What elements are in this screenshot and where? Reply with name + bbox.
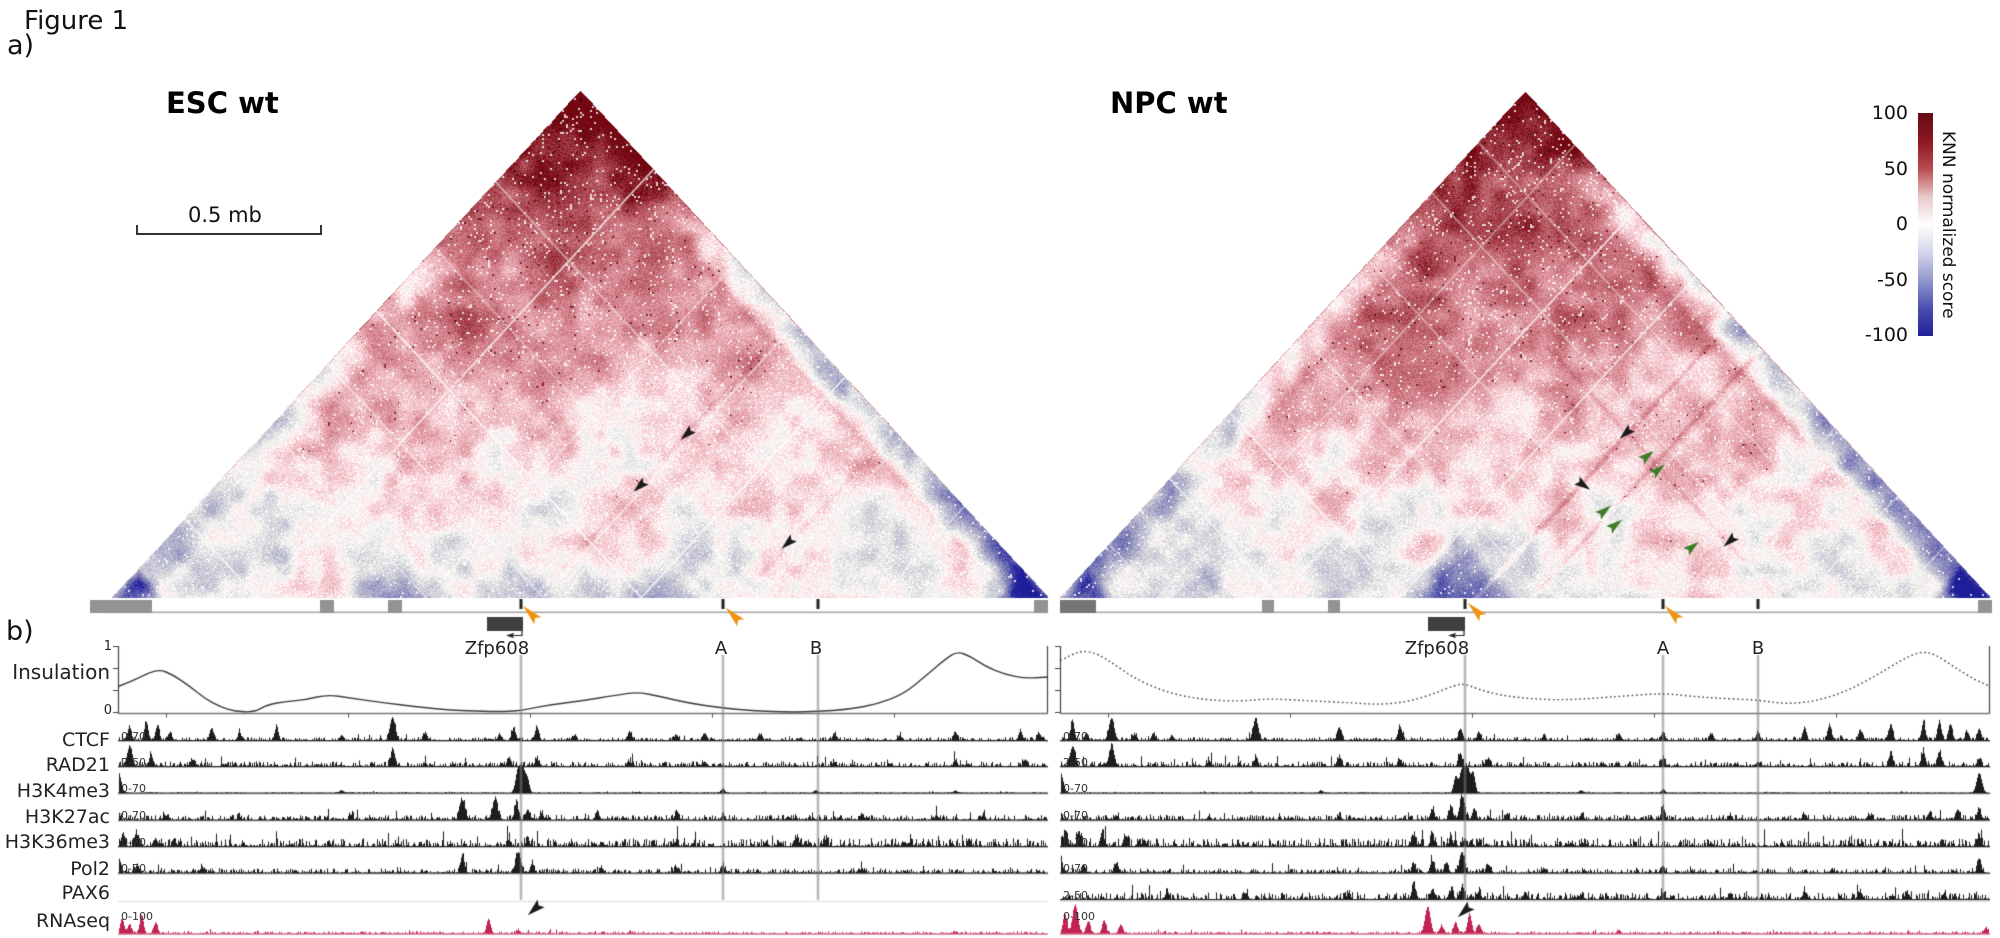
track-label-h3k4me3: H3K4me3 <box>16 780 110 802</box>
range-rad21-esc: 2-50 <box>121 756 146 769</box>
marker-b-esc: B <box>809 638 823 659</box>
colorbar-tick-neg100: -100 <box>1864 324 1908 346</box>
insulation-axis-bottom: 0 <box>103 703 112 718</box>
track-label-h3k36me3: H3K36me3 <box>4 831 110 853</box>
npc-panel-title: NPC wt <box>1110 86 1228 120</box>
range-h3k27ac-npc: 0-70 <box>1063 809 1088 822</box>
track-label-pol2: Pol2 <box>70 858 110 880</box>
track-label-rad21: RAD21 <box>45 754 110 776</box>
gene-label-zfp608-npc: Zfp608 <box>1404 638 1470 659</box>
range-h3k27ac-esc: 0-70 <box>121 809 146 822</box>
scalebar <box>136 225 322 235</box>
panel-a-label: a) <box>7 30 35 61</box>
range-ctcf-esc: 0-70 <box>121 730 146 743</box>
colorbar-title: KNN normalized score <box>1938 131 1958 319</box>
range-pol2-npc: 0-70 <box>1063 862 1088 875</box>
panel-b-label: b) <box>6 616 34 647</box>
marker-b-npc: B <box>1751 638 1765 659</box>
range-h3k4me3-esc: 0-70 <box>121 782 146 795</box>
range-rad21-npc: 2-50 <box>1063 756 1088 769</box>
figure-label: Figure 1 <box>24 6 129 36</box>
colorbar-tick-100: 100 <box>1871 102 1908 124</box>
track-label-pax6: PAX6 <box>61 882 110 904</box>
colorbar-gradient <box>1918 113 1933 336</box>
gene-label-zfp608-esc: Zfp608 <box>464 638 530 659</box>
colorbar-tick-0: 0 <box>1895 213 1908 235</box>
track-label-h3k27ac: H3K27ac <box>24 806 110 828</box>
range-pax6-npc: 2-50 <box>1063 889 1088 902</box>
scalebar-label: 0.5 mb <box>188 203 262 227</box>
colorbar-tick-50: 50 <box>1883 158 1908 180</box>
track-label-insulation: Insulation <box>12 660 110 684</box>
range-pol2-esc: 0-70 <box>121 862 146 875</box>
marker-a-npc: A <box>1656 638 1670 659</box>
esc-panel-title: ESC wt <box>166 86 279 120</box>
range-rnaseq-npc: 0-100 <box>1063 910 1095 923</box>
range-h3k36me3-esc: 0-70 <box>121 836 146 849</box>
range-h3k36me3-npc: 0-70 <box>1063 836 1088 849</box>
track-label-rnaseq: RNAseq <box>35 910 110 932</box>
range-rnaseq-esc: 0-100 <box>121 910 153 923</box>
insulation-axis-top: 1 <box>103 639 112 654</box>
range-ctcf-npc: 0-70 <box>1063 730 1088 743</box>
colorbar-tick-neg50: -50 <box>1876 269 1908 291</box>
marker-a-esc: A <box>714 638 728 659</box>
range-h3k4me3-npc: 0-70 <box>1063 782 1088 795</box>
track-label-ctcf: CTCF <box>62 729 110 751</box>
